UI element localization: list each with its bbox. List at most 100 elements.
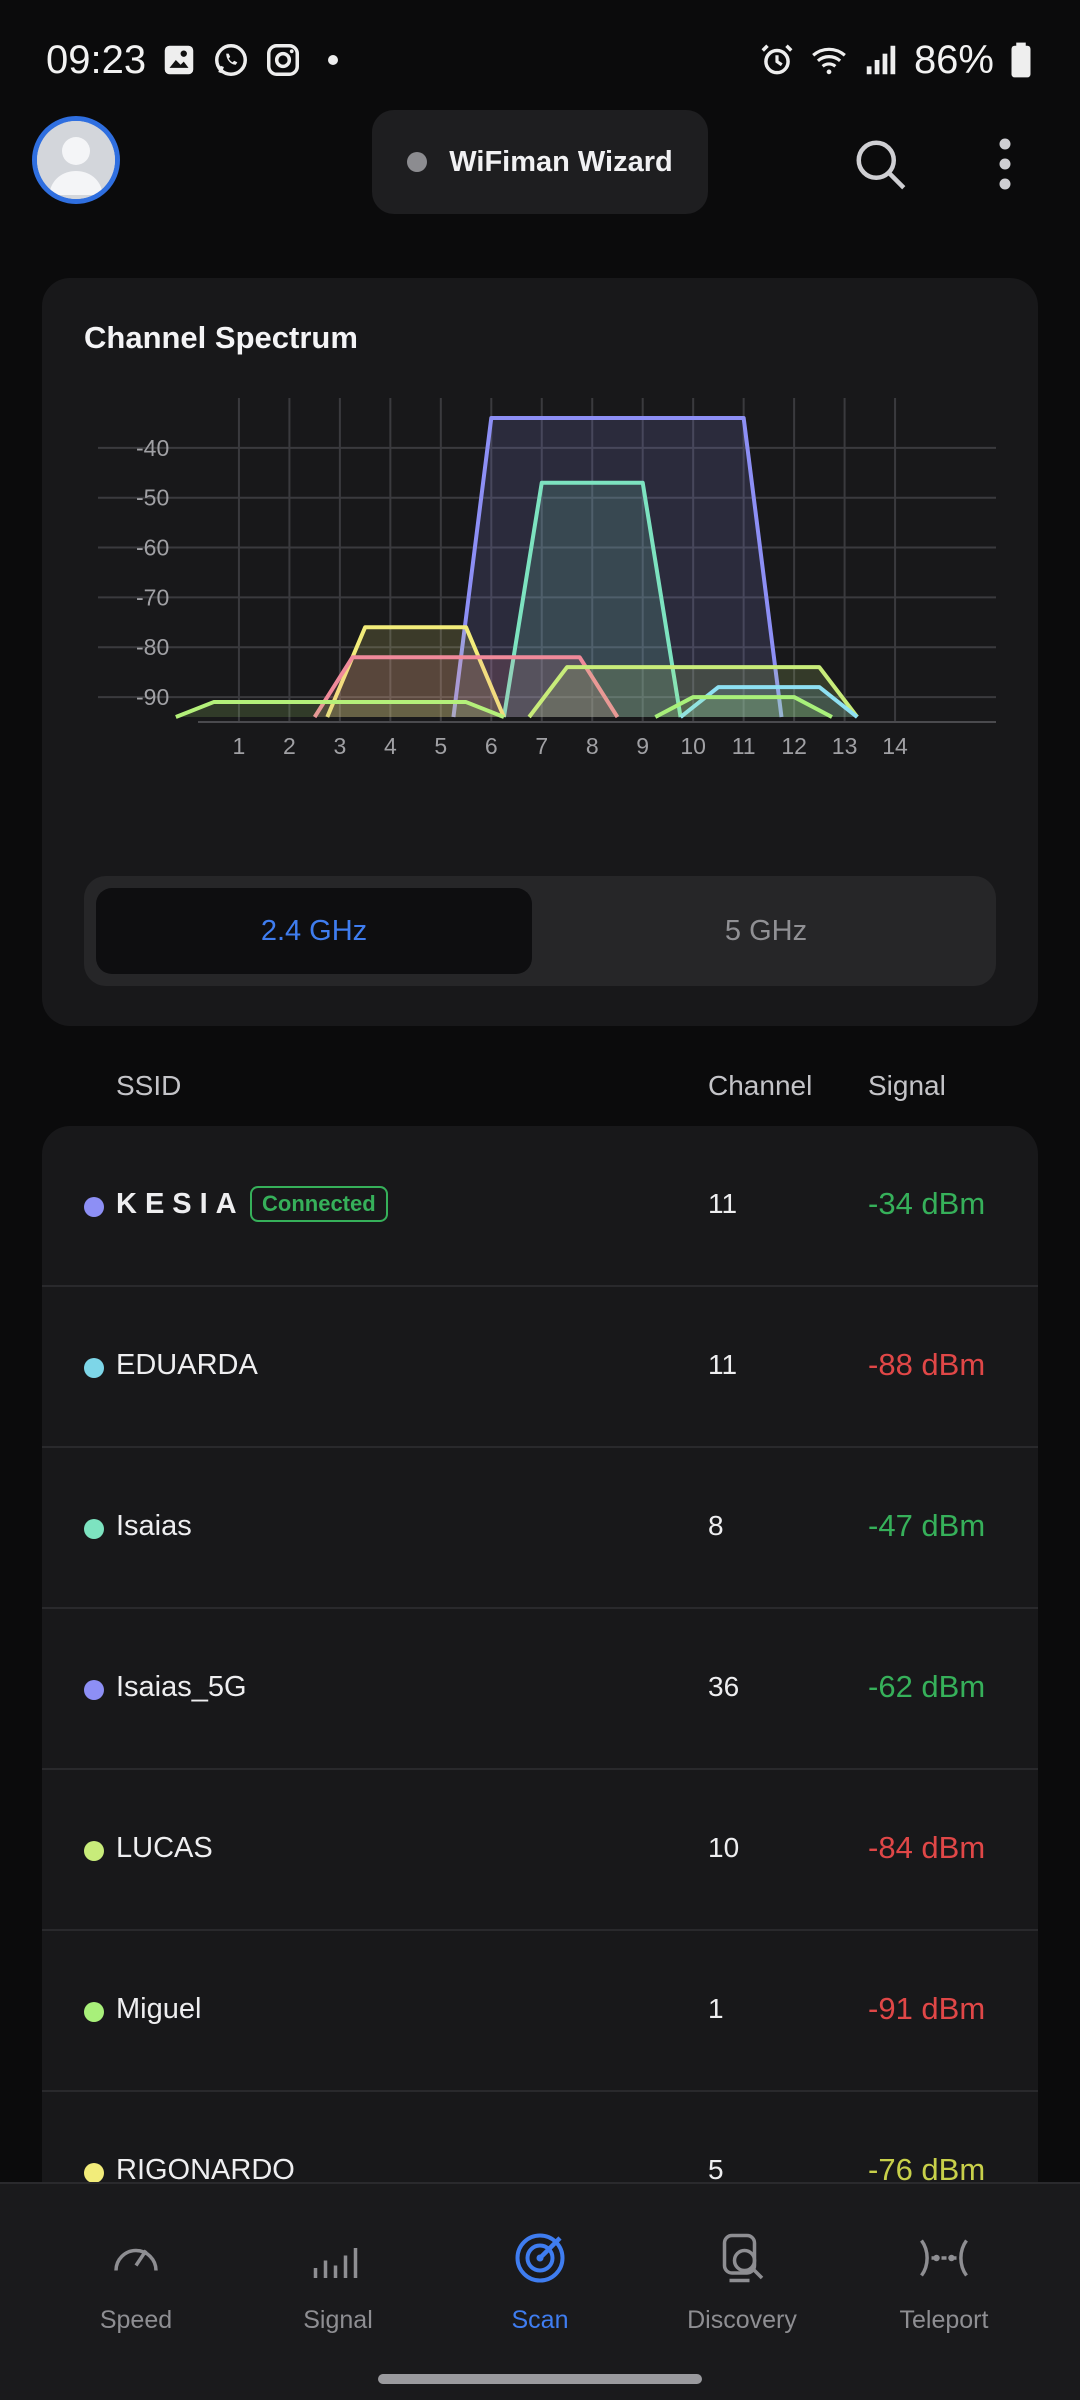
network-ssid: LUCAS — [116, 1832, 213, 1864]
network-channel-curve — [679, 685, 859, 719]
y-tick-label: -80 — [136, 634, 169, 660]
y-tick-label: -60 — [136, 535, 169, 561]
network-row[interactable]: EDUARDA 11 -88 dBm — [42, 1287, 1038, 1448]
wifiman-wizard-button[interactable]: WiFiman Wizard — [372, 110, 708, 214]
x-tick-label: 6 — [485, 733, 498, 759]
network-channel: 36 — [708, 1671, 740, 1702]
status-right: 86% — [758, 38, 1034, 83]
network-channel-area — [175, 702, 504, 718]
more-options-icon[interactable] — [990, 134, 1020, 194]
nav-signal[interactable]: Signal — [238, 2184, 438, 2374]
x-tick-label: 7 — [535, 733, 548, 759]
header-ssid[interactable]: SSID — [116, 1070, 182, 1101]
network-color-dot — [84, 1358, 104, 1378]
network-channel: 10 — [708, 1832, 740, 1863]
network-ssid: RIGONARDO — [116, 2154, 295, 2186]
network-signal: -62 dBm — [868, 1669, 986, 1704]
network-row[interactable]: Isaias 8 -47 dBm — [42, 1448, 1038, 1609]
nav-label: Teleport — [899, 2306, 989, 2334]
nav-teleport[interactable]: Teleport — [844, 2184, 1044, 2374]
y-tick-label: -90 — [136, 684, 169, 710]
x-tick-label: 5 — [434, 733, 447, 759]
network-color-dot — [84, 2002, 104, 2022]
network-color-dot — [84, 2163, 104, 2183]
network-channel-curve — [325, 625, 506, 718]
network-signal: -91 dBm — [868, 1991, 986, 2026]
network-ssid: KESIA — [116, 1188, 245, 1220]
card-title: Channel Spectrum — [84, 320, 358, 355]
y-tick-label: -40 — [136, 435, 169, 461]
wizard-label: WiFiman Wizard — [449, 145, 673, 178]
x-tick-label: 14 — [882, 733, 908, 759]
bottom-navigation: Speed Signal Scan Discovery Teleport — [0, 2182, 1080, 2400]
network-channel-curve — [451, 415, 784, 718]
network-row[interactable]: LUCAS 10 -84 dBm — [42, 1770, 1038, 1931]
app-bar: WiFiman Wizard — [0, 110, 1080, 220]
network-channel-curve — [527, 665, 859, 719]
x-tick-label: 2 — [283, 733, 296, 759]
x-tick-label: 13 — [832, 733, 858, 759]
header-channel[interactable]: Channel — [708, 1070, 813, 1101]
battery-icon — [1011, 42, 1031, 78]
network-color-dot — [84, 1841, 104, 1861]
x-tick-label: 11 — [732, 733, 756, 759]
radar-icon — [515, 2233, 565, 2283]
frequency-toggle: 2.4 GHz 5 GHz — [84, 876, 996, 986]
wifi-icon — [812, 47, 846, 75]
network-signal: -34 dBm — [868, 1186, 986, 1221]
network-row[interactable]: KESIA Connected 11 -34 dBm — [42, 1126, 1038, 1287]
network-color-dot — [84, 1680, 104, 1700]
teleport-icon — [920, 2239, 968, 2277]
signal-bars-icon — [313, 2248, 358, 2278]
network-signal: -76 dBm — [868, 2152, 986, 2186]
gallery-icon — [164, 45, 194, 75]
user-avatar-icon — [37, 121, 115, 199]
network-ssid: Isaias_5G — [116, 1671, 247, 1703]
y-tick-label: -50 — [136, 485, 169, 511]
network-row[interactable]: Isaias_5G 36 -62 dBm — [42, 1609, 1038, 1770]
network-channel-area — [453, 417, 782, 718]
nav-label: Discovery — [687, 2306, 797, 2334]
tab-5-ghz[interactable]: 5 GHz — [724, 914, 808, 947]
home-indicator[interactable] — [378, 2374, 702, 2384]
network-row[interactable]: Miguel 1 -91 dBm — [42, 1931, 1038, 2092]
network-color-dot — [84, 1197, 104, 1217]
channel-spectrum-chart: 1 2 3 4 5 6 7 8 9 10 11 12 13 14-40-50-60-70-80-90 — [98, 398, 996, 759]
network-ssid: Isaias — [116, 1510, 192, 1542]
network-ssid: EDUARDA — [116, 1349, 258, 1381]
nav-label: Speed — [99, 2306, 173, 2334]
battery-percent: 86% — [913, 37, 994, 82]
discovery-icon — [722, 2233, 764, 2283]
network-channel-curve — [501, 480, 683, 718]
nav-speed[interactable]: Speed — [36, 2184, 236, 2374]
channel-spectrum-card: Channel Spectrum 1 2 3 4 5 6 7 8 9 10 11 12 13 14 -40-… — [42, 278, 1038, 1026]
network-channel: 8 — [708, 1510, 724, 1541]
notification-dot-icon — [328, 55, 339, 65]
network-row[interactable]: RIGONARDO 5 -76 dBm — [42, 2092, 1038, 2186]
speedometer-icon — [114, 2248, 158, 2271]
x-tick-label: 1 — [233, 733, 246, 759]
nav-label: Signal — [303, 2306, 373, 2334]
nav-discovery[interactable]: Discovery — [642, 2184, 842, 2374]
alarm-icon — [761, 44, 793, 75]
instagram-icon — [267, 44, 300, 76]
header-signal[interactable]: Signal — [868, 1070, 946, 1101]
network-ssid: Miguel — [116, 1993, 202, 2025]
x-tick-label: 9 — [636, 733, 649, 759]
network-channel: 11 — [708, 1188, 738, 1219]
avatar[interactable] — [32, 116, 120, 204]
status-bar: 09:23 86% — [0, 0, 1080, 120]
network-channel: 11 — [708, 1349, 738, 1380]
connected-badge: Connected — [250, 1186, 388, 1222]
wizard-status-dot-icon — [407, 152, 428, 172]
x-tick-label: 12 — [781, 733, 807, 759]
tab-2-4-ghz[interactable]: 2.4 GHz — [96, 888, 532, 974]
network-color-dot — [84, 1519, 104, 1539]
search-icon[interactable] — [850, 134, 910, 194]
status-time: 09:23 — [46, 37, 147, 82]
status-left: 09:23 — [46, 37, 339, 83]
network-channel-curve — [654, 695, 833, 719]
network-signal: -88 dBm — [868, 1347, 986, 1382]
nav-scan[interactable]: Scan — [440, 2184, 640, 2374]
x-tick-label: 3 — [333, 733, 346, 759]
